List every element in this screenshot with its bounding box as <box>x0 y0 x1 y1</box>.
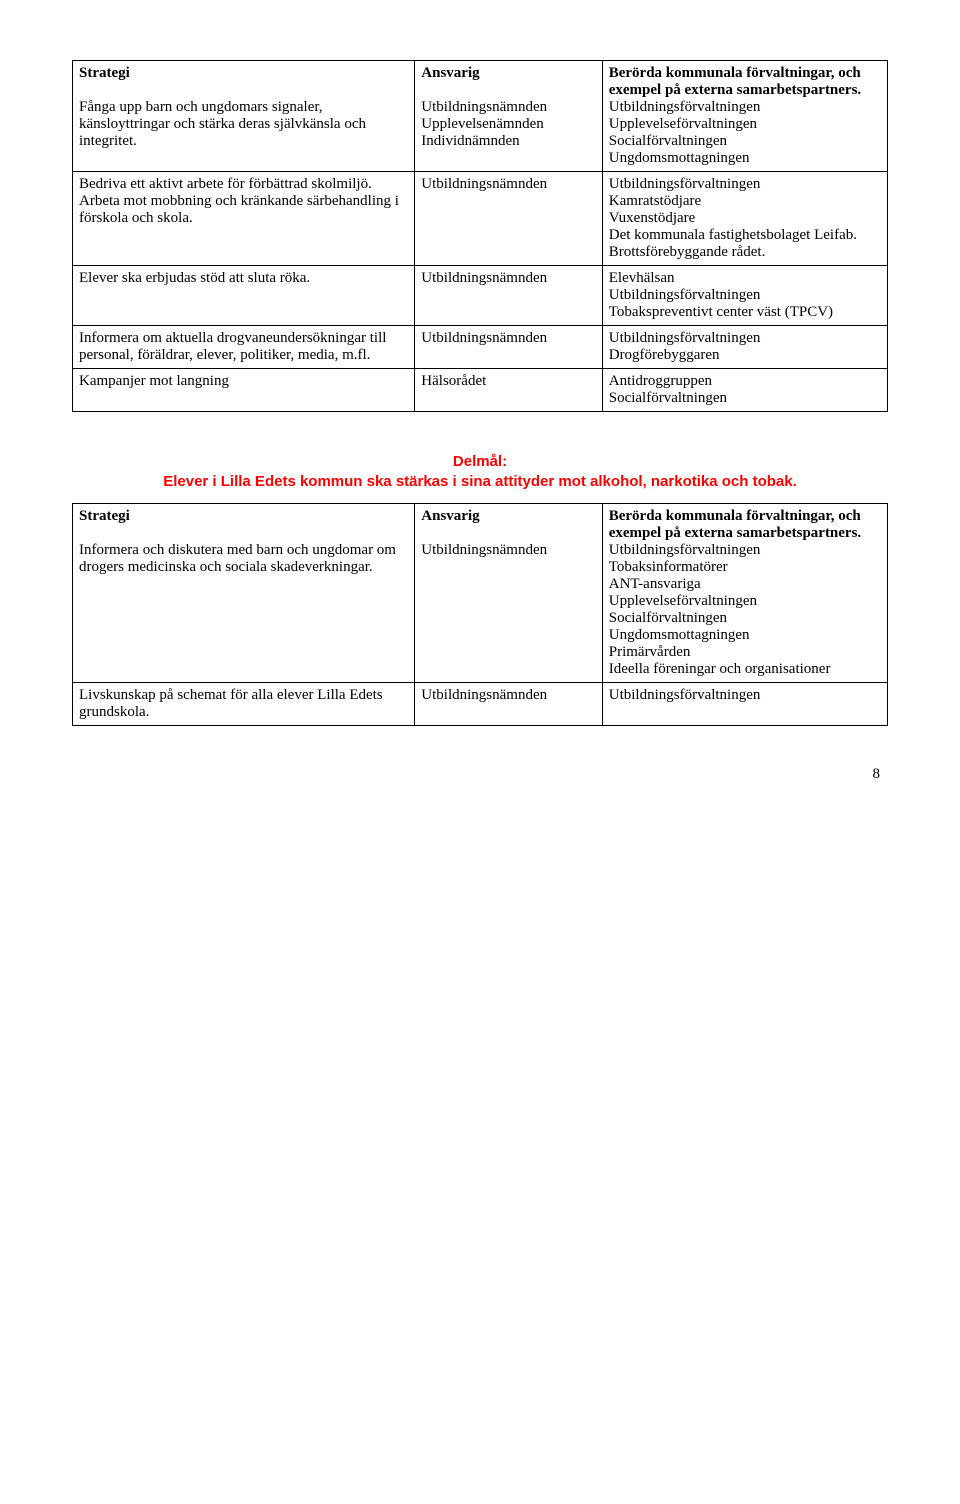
cell-affected: AntidroggruppenSocialförvaltningen <box>602 369 887 412</box>
subgoal-text: Elever i Lilla Edets kommun ska stärkas … <box>163 473 797 490</box>
cell-strategy: Informera om aktuella drogvaneundersökni… <box>73 326 415 369</box>
table-row: Elever ska erbjudas stöd att sluta röka.… <box>73 266 888 326</box>
table-row: Kampanjer mot langning Hälsorådet Antidr… <box>73 369 888 412</box>
cell-text: UtbildningsnämndenUpplevelsenämndenIndiv… <box>421 99 547 149</box>
cell-affected: Utbildningsförvaltningen <box>602 682 887 725</box>
header-strategy: Strategi <box>79 65 130 81</box>
cell-affected: Berörda kommunala förvaltningar, och exe… <box>602 503 887 682</box>
cell-strategy: Livskunskap på schemat för alla elever L… <box>73 682 415 725</box>
table-row: Bedriva ett aktivt arbete för förbättrad… <box>73 172 888 266</box>
cell-responsible: Hälsorådet <box>415 369 602 412</box>
cell-text: Informera och diskutera med barn och ung… <box>79 542 396 575</box>
cell-text: UtbildningsförvaltningenUpplevelseförval… <box>609 99 761 166</box>
header-strategy: Strategi <box>79 508 130 524</box>
cell-text: UtbildningsförvaltningenTobaksinformatör… <box>609 542 831 677</box>
cell-strategy: Elever ska erbjudas stöd att sluta röka. <box>73 266 415 326</box>
strategy-table-2: Strategi Informera och diskutera med bar… <box>72 503 888 726</box>
header-responsible: Ansvarig <box>421 65 479 81</box>
table-row: Strategi Informera och diskutera med bar… <box>73 503 888 682</box>
cell-strategy: Kampanjer mot langning <box>73 369 415 412</box>
cell-strategy: Bedriva ett aktivt arbete för förbättrad… <box>73 172 415 266</box>
table-row: Strategi Fånga upp barn och ungdomars si… <box>73 61 888 172</box>
cell-affected: UtbildningsförvaltningenKamratstödjareVu… <box>602 172 887 266</box>
cell-affected: UtbildningsförvaltningenDrogförebyggaren <box>602 326 887 369</box>
cell-text: Utbildningsnämnden <box>421 542 547 558</box>
strategy-table-1: Strategi Fånga upp barn och ungdomars si… <box>72 60 888 412</box>
table-row: Informera om aktuella drogvaneundersökni… <box>73 326 888 369</box>
cell-responsible: Ansvarig Utbildningsnämnden <box>415 503 602 682</box>
cell-responsible: Ansvarig UtbildningsnämndenUpplevelsenäm… <box>415 61 602 172</box>
header-affected: Berörda kommunala förvaltningar, och exe… <box>609 508 861 541</box>
cell-strategy: Strategi Fånga upp barn och ungdomars si… <box>73 61 415 172</box>
cell-responsible: Utbildningsnämnden <box>415 172 602 266</box>
header-responsible: Ansvarig <box>421 508 479 524</box>
cell-text: Fånga upp barn och ungdomars signaler, k… <box>79 99 366 149</box>
header-affected: Berörda kommunala förvaltningar, och exe… <box>609 65 861 98</box>
cell-responsible: Utbildningsnämnden <box>415 326 602 369</box>
table-row: Livskunskap på schemat för alla elever L… <box>73 682 888 725</box>
subgoal-heading: Delmål: Elever i Lilla Edets kommun ska … <box>72 452 888 493</box>
subgoal-label: Delmål: <box>453 453 507 470</box>
cell-affected: Berörda kommunala förvaltningar, och exe… <box>602 61 887 172</box>
page-number: 8 <box>72 766 888 783</box>
cell-strategy: Strategi Informera och diskutera med bar… <box>73 503 415 682</box>
cell-responsible: Utbildningsnämnden <box>415 266 602 326</box>
cell-affected: ElevhälsanUtbildningsförvaltningenTobaks… <box>602 266 887 326</box>
cell-responsible: Utbildningsnämnden <box>415 682 602 725</box>
